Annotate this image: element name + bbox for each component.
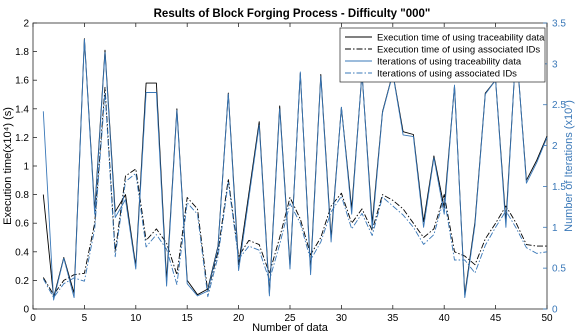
x-tick-label: 10 <box>130 313 142 324</box>
x-tick-label: 35 <box>387 313 399 324</box>
right-y-tick-label: 0 <box>552 305 558 316</box>
legend-box <box>339 27 546 83</box>
x-axis-label: Number of data <box>252 322 329 334</box>
x-tick-label: 20 <box>233 313 245 324</box>
left-y-tick-label: 0.2 <box>15 276 29 287</box>
left-y-tick-label: 0.4 <box>15 247 29 258</box>
x-tick-label: 30 <box>336 313 348 324</box>
left-y-tick-label: 1 <box>23 162 29 173</box>
right-y-axis: 0 0.5 1 1.5 2 2.5 3 3.5 <box>543 19 566 316</box>
series-line-4 <box>42 92 548 299</box>
right-y-tick-label: 3 <box>552 59 558 70</box>
right-y-tick-label: 0.5 <box>552 264 566 275</box>
left-y-tick-label: 0 <box>23 305 29 316</box>
x-tick-label: 15 <box>182 313 194 324</box>
x-axis: 0 5 10 15 20 25 30 35 40 45 50 <box>30 23 553 324</box>
legend: Execution time of using traceability dat… <box>339 27 546 83</box>
chart-title: Results of Block Forging Process - Diffi… <box>154 8 431 20</box>
legend-label-1: Execution time of using traceability dat… <box>377 33 545 44</box>
left-y-tick-label: 1.8 <box>15 47 29 58</box>
right-y-axis-label: Number of Iterations (x10⁷) <box>563 100 575 232</box>
left-y-tick-label: 0.8 <box>15 190 29 201</box>
left-y-axis-label: Execution time(x10⁴) (s) <box>2 107 14 225</box>
x-tick-label: 5 <box>82 313 88 324</box>
right-y-tick-label: 1.5 <box>552 182 566 193</box>
series-line-3 <box>42 38 548 301</box>
right-y-tick-label: 2.5 <box>552 100 566 111</box>
legend-label-2: Execution time of using associated IDs <box>377 45 540 56</box>
x-tick-label: 25 <box>284 313 296 324</box>
left-y-tick-label: 2 <box>23 19 29 30</box>
right-y-tick-label: 2 <box>552 141 558 152</box>
right-y-tick-label: 3.5 <box>552 19 566 30</box>
x-tick-label: 50 <box>541 313 553 324</box>
legend-label-3: Iterations of using traceability data <box>377 57 522 68</box>
left-y-tick-label: 1.6 <box>15 76 29 87</box>
x-tick-label: 45 <box>490 313 502 324</box>
x-tick-label: 0 <box>30 313 36 324</box>
left-y-tick-label: 0.6 <box>15 219 29 230</box>
legend-label-4: Iterations of using associated IDs <box>377 69 517 80</box>
series-lines <box>42 38 548 301</box>
left-y-tick-label: 1.4 <box>15 104 29 115</box>
right-y-tick-label: 1 <box>552 223 558 234</box>
left-y-axis: 0 0.2 0.4 0.6 0.8 1 1.2 1.4 1.6 1.8 2 <box>15 19 37 316</box>
left-y-tick-label: 1.2 <box>15 133 29 144</box>
x-tick-label: 40 <box>439 313 451 324</box>
